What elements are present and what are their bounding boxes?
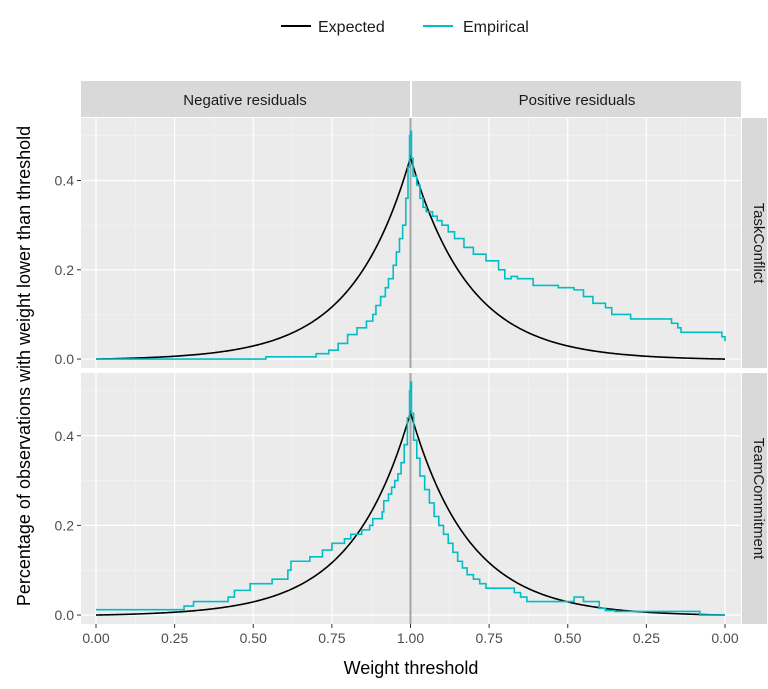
- legend-label-expected: Expected: [318, 19, 385, 36]
- x-tick-label: 0.75: [318, 630, 345, 646]
- row-strip-bg: [742, 373, 767, 624]
- strip-positive-label: Positive residuals: [519, 92, 636, 109]
- x-tick-label: 0.25: [161, 630, 188, 646]
- x-tick-label: 1.00: [397, 630, 424, 646]
- series-empirical-line: [96, 130, 726, 360]
- strip-negative-bg: [81, 81, 410, 117]
- panel-taskconflict: 0.0 0.2 0.4 TaskConflict: [55, 118, 767, 368]
- series-expected-line: [95, 409, 726, 616]
- y-axis-title: Percentage of observations with weight l…: [14, 126, 34, 606]
- y-tick-label: 0.4: [55, 428, 75, 444]
- strip-positive-bg: [412, 81, 741, 117]
- row-strip-label: TeamCommitment: [750, 438, 767, 561]
- x-tick-label: 0.50: [554, 630, 581, 646]
- legend-label-empirical: Empirical: [463, 19, 529, 36]
- series-expected-line: [95, 154, 726, 360]
- x-tick-label: 0.75: [476, 630, 503, 646]
- y-tick-label: 0.2: [55, 262, 75, 278]
- x-tick-label: 0.00: [82, 630, 109, 646]
- series-empirical-line: [96, 381, 725, 616]
- x-axis-title: Weight threshold: [344, 658, 479, 678]
- y-tick-label: 0.0: [55, 607, 75, 623]
- y-tick-label: 0.4: [55, 173, 75, 189]
- x-tick-label: 0.25: [633, 630, 660, 646]
- panel-teamcommitment: 0.0 0.2 0.4 TeamCommitment 0.00 0.25 0.50 0.75 1…: [55, 373, 767, 646]
- y-tick-label: 0.0: [55, 351, 75, 367]
- strip-negative-label: Negative residuals: [183, 92, 306, 109]
- y-tick-label: 0.2: [55, 517, 75, 533]
- legend: Expected Empirical: [281, 19, 529, 36]
- x-tick-label: 0.50: [240, 630, 267, 646]
- row-strip-label: TaskConflict: [750, 203, 767, 285]
- x-tick-label: 0.00: [711, 630, 738, 646]
- row-strip-bg: [742, 118, 767, 368]
